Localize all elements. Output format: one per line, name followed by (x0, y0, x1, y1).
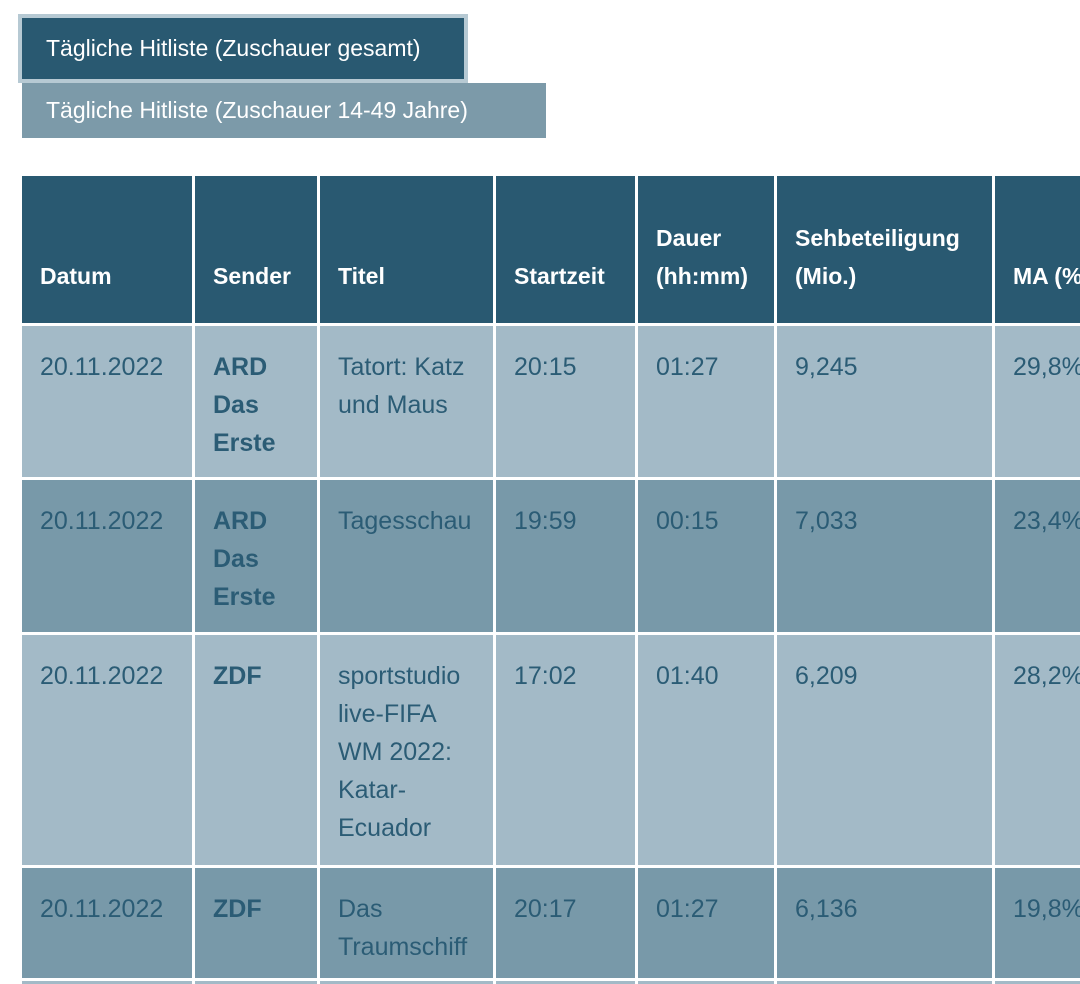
tab-hitliste-zuschauer-gesamt[interactable]: Tägliche Hitliste (Zuschauer gesamt) (18, 14, 468, 83)
cell-sehbeteiligung: 6,209 (777, 635, 992, 865)
cell-titel: Das Traumschiff (320, 868, 493, 978)
cell-empty (195, 981, 317, 984)
table-row: 20.11.2022 ARD Das Erste Tatort: Katz und … (22, 326, 1080, 477)
cell-ma: 29,8% (995, 326, 1080, 477)
table-row: 20.11.2022 ZDF Das Traumschiff 20:17 01:27 6,… (22, 868, 1080, 978)
cell-empty (638, 981, 774, 984)
cell-sender: ARD Das Erste (195, 480, 317, 632)
col-header-dauer: Dauer (hh:mm) (638, 176, 774, 323)
col-header-ma: MA (%) (995, 176, 1080, 323)
cell-empty (777, 981, 992, 984)
cell-dauer: 01:40 (638, 635, 774, 865)
hitlist-table: Datum Sender Titel Startzeit Dauer (hh:m… (19, 173, 1080, 984)
cell-sehbeteiligung: 7,033 (777, 480, 992, 632)
cell-titel: Tatort: Katz und Maus (320, 326, 493, 477)
table-row: 20.11.2022 ARD Das Erste Tagesschau 19:59 00… (22, 480, 1080, 632)
table-row: 20.11.2022 ZDF sportstudio live-FIFA WM 20… (22, 635, 1080, 865)
cell-sehbeteiligung: 9,245 (777, 326, 992, 477)
cell-datum: 20.11.2022 (22, 635, 192, 865)
cell-startzeit: 17:02 (496, 635, 635, 865)
cell-sehbeteiligung: 6,136 (777, 868, 992, 978)
cell-datum: 20.11.2022 (22, 868, 192, 978)
cell-empty (22, 981, 192, 984)
cell-startzeit: 20:15 (496, 326, 635, 477)
cell-empty (995, 981, 1080, 984)
header-row: Datum Sender Titel Startzeit Dauer (hh:m… (22, 176, 1080, 323)
cell-sender: ARD Das Erste (195, 326, 317, 477)
col-header-startzeit: Startzeit (496, 176, 635, 323)
cell-ma: 23,4% (995, 480, 1080, 632)
col-header-sender: Sender (195, 176, 317, 323)
col-header-datum: Datum (22, 176, 192, 323)
cell-ma: 28,2% (995, 635, 1080, 865)
cell-datum: 20.11.2022 (22, 480, 192, 632)
table-body: 20.11.2022 ARD Das Erste Tatort: Katz und … (22, 326, 1080, 984)
tab-hitliste-zuschauer-14-49[interactable]: Tägliche Hitliste (Zuschauer 14-49 Jahre… (22, 83, 546, 138)
cell-titel: sportstudio live-FIFA WM 2022: Katar-Ecu… (320, 635, 493, 865)
cell-ma: 19,8% (995, 868, 1080, 978)
cell-startzeit: 19:59 (496, 480, 635, 632)
cell-dauer: 01:27 (638, 868, 774, 978)
cell-datum: 20.11.2022 (22, 326, 192, 477)
col-header-titel: Titel (320, 176, 493, 323)
cell-titel: Tagesschau (320, 480, 493, 632)
cell-sender: ZDF (195, 635, 317, 865)
cell-sender: ZDF (195, 868, 317, 978)
cell-dauer: 00:15 (638, 480, 774, 632)
cell-empty (320, 981, 493, 984)
cell-empty (496, 981, 635, 984)
tab-label: Tägliche Hitliste (Zuschauer gesamt) (46, 35, 421, 61)
tab-label: Tägliche Hitliste (Zuschauer 14-49 Jahre… (46, 97, 468, 123)
cell-dauer: 01:27 (638, 326, 774, 477)
col-header-sehbeteiligung: Sehbeteiligung (Mio.) (777, 176, 992, 323)
cell-startzeit: 20:17 (496, 868, 635, 978)
table-row-partial (22, 981, 1080, 984)
